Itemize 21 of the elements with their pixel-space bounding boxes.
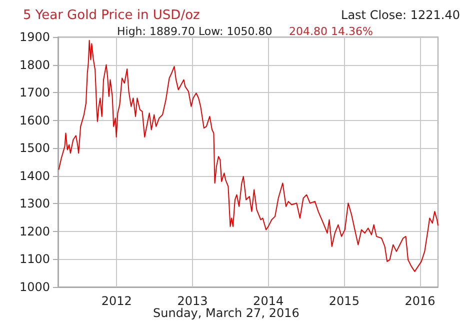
line-series — [58, 40, 438, 272]
x-tick-label: 2013 — [177, 294, 208, 308]
x-tick-label: 2016 — [404, 294, 436, 308]
y-tick-label: 1300 — [19, 196, 50, 211]
y-tick-label: 1000 — [19, 280, 50, 294]
x-tick-label: 2015 — [328, 294, 360, 308]
text: Last Close: 1221.40 — [341, 8, 460, 22]
y-tick-label: 1700 — [19, 86, 50, 100]
y-tick-label: 1500 — [19, 141, 50, 156]
y-tick-label: 1400 — [19, 168, 50, 183]
annotation: 204.80 14.36% — [289, 25, 373, 38]
x-tick-label: 2014 — [253, 294, 284, 308]
y-tick-label: 1600 — [19, 113, 50, 128]
y-tick-label: 1800 — [19, 58, 50, 72]
annotation: High: 1889.70 Low: 1050.80 — [117, 25, 272, 38]
y-tick-label: 1900 — [19, 30, 50, 44]
chart-title: 5 Year Gold Price in USD/oz — [23, 8, 200, 23]
y-tick-label: 1200 — [19, 224, 50, 238]
x-axis-title: Sunday, March 27, 2016 — [153, 306, 300, 320]
y-tick-label: 1100 — [19, 252, 50, 266]
x-tick-label: 2012 — [101, 294, 132, 308]
